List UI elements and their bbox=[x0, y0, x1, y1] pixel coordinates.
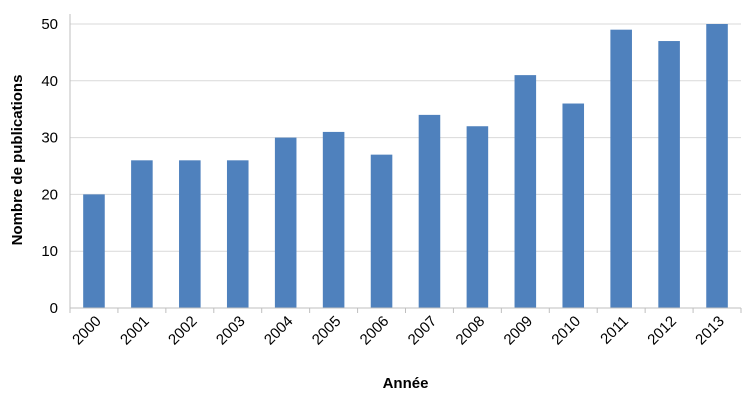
y-tick-label: 20 bbox=[41, 186, 58, 203]
x-tick-label: 2004 bbox=[261, 313, 297, 349]
y-tick-label: 0 bbox=[50, 300, 58, 317]
y-tick-label: 40 bbox=[41, 73, 58, 90]
bar-2010 bbox=[562, 103, 585, 309]
axes bbox=[69, 14, 741, 309]
bar-2006 bbox=[370, 154, 393, 308]
x-tick-label: 2005 bbox=[309, 313, 345, 349]
y-tick-label: 50 bbox=[41, 16, 58, 33]
x-tick-label: 2000 bbox=[69, 313, 105, 349]
bar-2011 bbox=[610, 29, 632, 309]
x-tick-label: 2011 bbox=[597, 313, 632, 348]
x-tick-label: 2010 bbox=[548, 313, 584, 349]
x-tick-labels: 2000 2001 2002 2003 2004 2005 2006 2007 2008 2009… bbox=[69, 308, 742, 349]
gridlines bbox=[70, 23, 741, 252]
bar-2007 bbox=[418, 114, 441, 308]
x-tick-label: 2001 bbox=[117, 313, 153, 349]
x-tick-label: 2008 bbox=[453, 313, 489, 349]
bar-2000 bbox=[83, 194, 105, 308]
bars bbox=[83, 24, 728, 309]
bar-2002 bbox=[179, 160, 201, 308]
x-tick-label: 2007 bbox=[405, 313, 441, 349]
bar-2013 bbox=[706, 24, 728, 308]
x-tick-label: 2002 bbox=[165, 313, 201, 349]
y-axis-title: Nombre de publications bbox=[9, 75, 26, 246]
bar-2012 bbox=[658, 41, 680, 308]
y-tick-label: 10 bbox=[41, 243, 58, 260]
bar-2003 bbox=[226, 160, 249, 308]
x-tick-label: 2003 bbox=[213, 313, 249, 349]
x-tick-label: 2009 bbox=[501, 313, 537, 349]
x-tick-label: 2012 bbox=[644, 313, 680, 349]
bar-2009 bbox=[514, 75, 537, 309]
bar-2004 bbox=[274, 137, 297, 308]
x-tick-label: 2006 bbox=[357, 313, 393, 349]
x-tick-label: 2013 bbox=[692, 313, 728, 349]
bar-2005 bbox=[322, 131, 345, 308]
y-tick-label: 30 bbox=[41, 130, 58, 147]
x-axis-title: Année bbox=[383, 375, 429, 392]
y-tick-labels: 0 10 20 30 40 50 bbox=[41, 16, 58, 317]
bar-2001 bbox=[131, 160, 153, 308]
bar-2008 bbox=[466, 126, 489, 309]
